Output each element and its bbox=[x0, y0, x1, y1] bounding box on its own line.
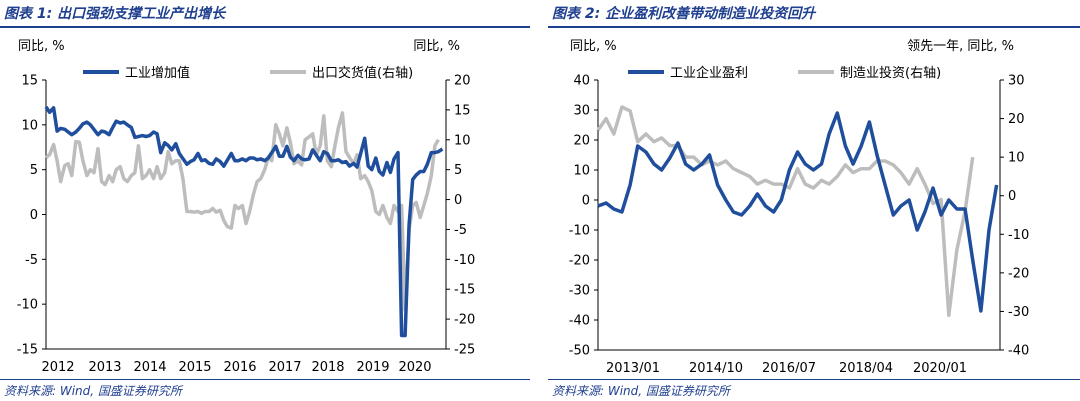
x-tick-label: 2016 bbox=[223, 360, 256, 375]
right-tick-label: 0 bbox=[1008, 189, 1016, 204]
x-tick-label: 2019 bbox=[356, 360, 389, 375]
left-tick-label: -40 bbox=[569, 314, 590, 329]
source-note: 资料来源: Wind, 国盛证券研究所 bbox=[4, 384, 182, 398]
x-tick-label: 2018 bbox=[311, 360, 344, 375]
right-tick-label: -30 bbox=[1008, 305, 1029, 320]
right-tick-label: 10 bbox=[1008, 151, 1025, 166]
source-note: 资料来源: Wind, 国盛证券研究所 bbox=[552, 384, 730, 398]
figure-title-text: 企业盈利改善带动制造业投资回升 bbox=[605, 6, 816, 22]
left-axis-unit: 同比, % bbox=[18, 39, 65, 54]
source-rule bbox=[0, 379, 530, 380]
right-axis-unit: 同比, % bbox=[413, 39, 460, 54]
x-tick-label: 2012 bbox=[41, 360, 74, 375]
x-tick-label: 2020 bbox=[398, 360, 431, 375]
right-tick-label: 30 bbox=[1008, 74, 1025, 89]
left-tick-label: -5 bbox=[25, 253, 38, 268]
x-tick-label: 2020/01 bbox=[913, 361, 967, 375]
x-tick-label: 2018/04 bbox=[839, 361, 893, 375]
legend-label: 工业增加值 bbox=[125, 65, 190, 81]
right-tick-label: -20 bbox=[1008, 266, 1029, 281]
legend-label: 制造业投资(右轴) bbox=[840, 65, 941, 81]
series-line bbox=[44, 111, 440, 312]
left-tick-label: 10 bbox=[21, 118, 38, 133]
left-tick-label: -15 bbox=[17, 343, 38, 358]
right-tick-label: -10 bbox=[454, 253, 475, 268]
legend-label: 出口交货值(右轴) bbox=[312, 65, 413, 81]
x-tick-label: 2013/01 bbox=[606, 361, 660, 375]
left-tick-label: 0 bbox=[30, 208, 38, 223]
right-tick-label: -20 bbox=[454, 313, 475, 328]
left-axis-unit: 同比, % bbox=[570, 39, 617, 54]
right-tick-label: 15 bbox=[454, 103, 471, 118]
left-tick-label: 20 bbox=[573, 134, 590, 149]
chart-right: 同比, % 领先一年, 同比, % 40 30 20 10 0 -10 -20 -30 -40 -50… bbox=[569, 39, 1029, 375]
right-tick-label: 5 bbox=[454, 163, 462, 178]
figure-title: 图表 2: 企业盈利改善带动制造业投资回升 bbox=[552, 3, 815, 23]
x-tick-label: 2013 bbox=[88, 360, 121, 375]
chart-left: 同比, % 同比, %151050-5-10-1520151050-5-10-15… bbox=[17, 39, 475, 375]
figure-right: 图表 2: 企业盈利改善带动制造业投资回升 同比, % 领先一年, 同比, % 40… bbox=[548, 0, 1080, 401]
left-tick-label: 5 bbox=[30, 163, 38, 178]
figure-left: 图表 1: 出口强劲支撑工业产出增长 同比, % 同比, % 15 10 5 0 -5 -10… bbox=[0, 0, 530, 401]
figure-label: 图表 2: bbox=[552, 6, 601, 22]
source-rule bbox=[548, 379, 1080, 380]
series-line bbox=[597, 111, 999, 313]
x-tick-label: 2015 bbox=[178, 360, 211, 375]
right-tick-label: -25 bbox=[454, 343, 475, 358]
x-tick-label: 2017 bbox=[268, 360, 301, 375]
left-tick-label: 15 bbox=[21, 74, 38, 89]
series-line bbox=[44, 105, 444, 338]
right-tick-label: -5 bbox=[454, 223, 467, 238]
left-tick-label: 40 bbox=[573, 74, 590, 89]
left-tick-label: -20 bbox=[569, 254, 590, 269]
x-tick-label: 2014 bbox=[133, 360, 166, 375]
right-tick-label: 10 bbox=[454, 133, 471, 148]
left-tick-label: 0 bbox=[582, 194, 590, 209]
title-rule bbox=[0, 26, 530, 28]
series-line bbox=[596, 105, 975, 318]
left-tick-label: -10 bbox=[17, 298, 38, 313]
left-tick-label: -30 bbox=[569, 284, 590, 299]
right-tick-label: -40 bbox=[1008, 344, 1029, 359]
title-rule bbox=[548, 26, 1080, 28]
x-tick-label: 2016/07 bbox=[762, 361, 816, 375]
figure-title: 图表 1: 出口强劲支撑工业产出增长 bbox=[4, 3, 225, 23]
x-tick-label: 2014/10 bbox=[689, 361, 743, 375]
figure-title-text: 出口强劲支撑工业产出增长 bbox=[57, 6, 226, 22]
right-tick-label: -10 bbox=[1008, 228, 1029, 243]
right-axis-unit: 领先一年, 同比, % bbox=[907, 39, 1014, 54]
left-tick-label: -50 bbox=[569, 344, 590, 359]
legend-label: 工业企业盈利 bbox=[670, 65, 748, 81]
left-tick-label: -10 bbox=[569, 224, 590, 239]
figure-label: 图表 1: bbox=[4, 6, 53, 22]
right-tick-label: 0 bbox=[454, 193, 462, 208]
right-tick-label: 20 bbox=[1008, 112, 1025, 127]
right-tick-label: -15 bbox=[454, 283, 475, 298]
right-tick-label: 20 bbox=[454, 74, 471, 89]
left-tick-label: 30 bbox=[573, 104, 590, 119]
left-tick-label: 10 bbox=[573, 164, 590, 179]
